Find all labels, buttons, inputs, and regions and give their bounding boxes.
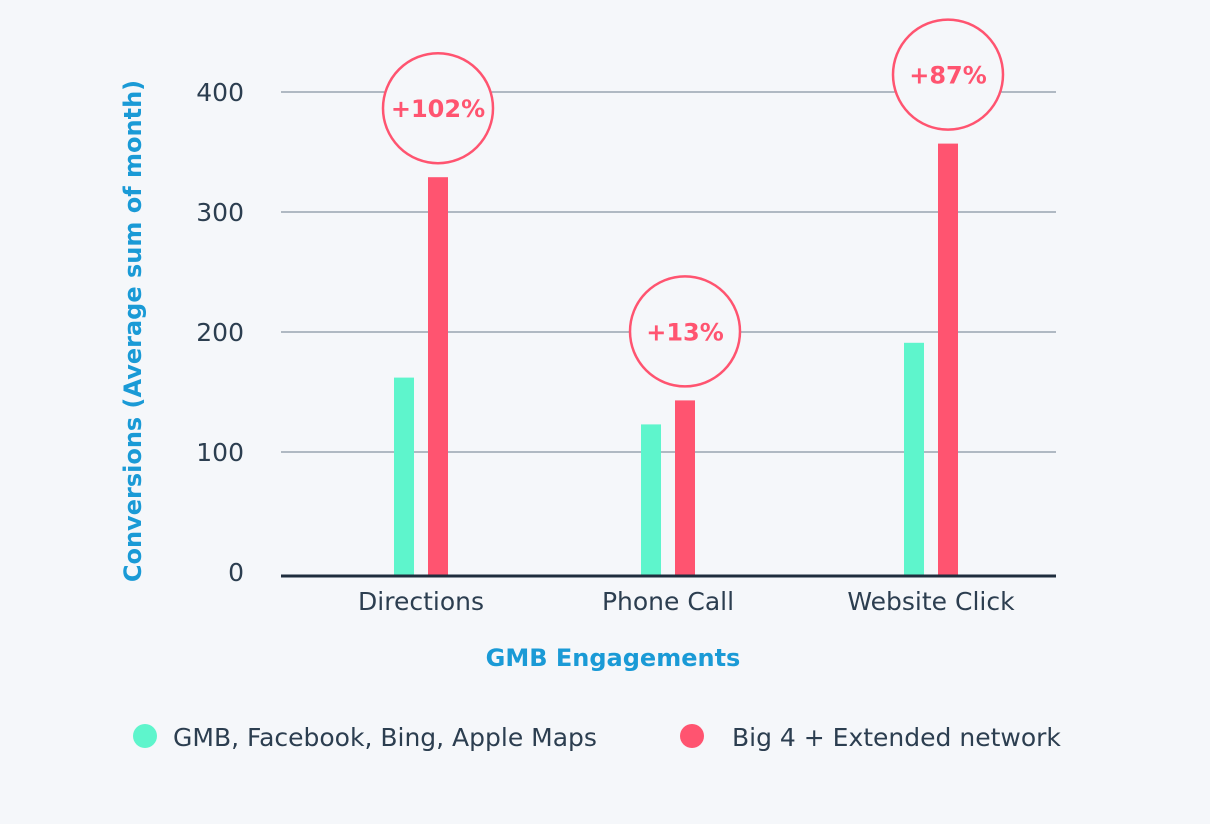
badge-label-directions: +102%: [391, 95, 485, 123]
legend: GMB, Facebook, Bing, Apple Maps Big 4 + …: [133, 723, 1061, 752]
legend-marker-extended: [680, 724, 704, 748]
y-tick-label-300: 300: [196, 198, 244, 227]
badge-circle-phone-call: [628, 275, 742, 388]
bar-directions-series-0: [394, 377, 414, 575]
badge-circle-website-click: [891, 18, 1005, 131]
badge-label-phone-call: +13%: [646, 318, 724, 346]
y-tick-label-0: 0: [228, 558, 244, 587]
x-axis-title: GMB Engagements: [486, 644, 741, 672]
y-tick-labels: 0 100 200 300 400: [196, 78, 244, 587]
badge-label-website-click: +87%: [909, 62, 987, 90]
bar-website-click-series-0: [904, 342, 924, 575]
bar-directions-series-1: [428, 177, 448, 575]
x-tick-label-phone-call: Phone Call: [602, 587, 734, 616]
bar-phone-call-series-1: [675, 400, 695, 575]
x-tick-label-website-click: Website Click: [847, 587, 1015, 616]
bars: [394, 143, 958, 575]
legend-label-gmb: GMB, Facebook, Bing, Apple Maps: [173, 723, 597, 752]
legend-marker-gmb: [133, 724, 157, 748]
x-tick-label-directions: Directions: [358, 587, 484, 616]
badge-circle-directions: [381, 51, 495, 165]
legend-label-extended: Big 4 + Extended network: [732, 723, 1061, 752]
x-tick-labels: Directions Phone Call Website Click: [358, 587, 1015, 616]
y-axis-title: Conversions (Average sum of month): [119, 80, 147, 582]
y-tick-label-400: 400: [196, 78, 244, 107]
y-tick-label-100: 100: [196, 438, 244, 467]
bar-website-click-series-1: [938, 143, 958, 575]
bar-phone-call-series-0: [641, 424, 661, 575]
y-tick-label-200: 200: [196, 318, 244, 347]
percent-badges: +102% +13% +87%: [381, 18, 1005, 388]
